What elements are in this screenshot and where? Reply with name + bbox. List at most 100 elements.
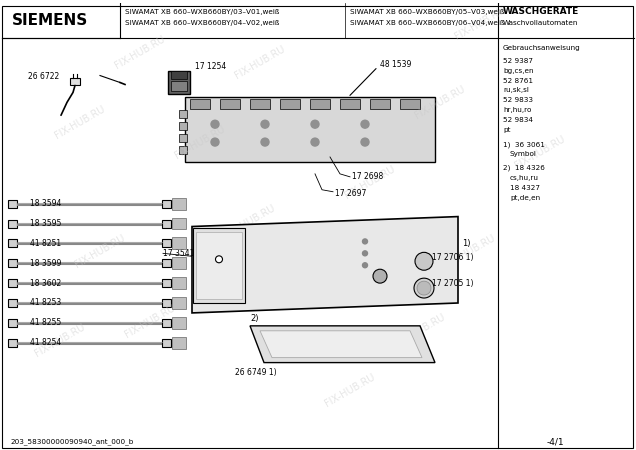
Text: 17 3541 1): 17 3541 1) <box>163 249 205 258</box>
Bar <box>162 220 171 228</box>
Bar <box>172 337 186 349</box>
Text: 17 2698: 17 2698 <box>352 172 384 181</box>
Text: SIWAMAT XB 660–WXB660BY/05–V03,weiß: SIWAMAT XB 660–WXB660BY/05–V03,weiß <box>350 9 504 15</box>
Text: FIX-HUB.RU: FIX-HUB.RU <box>443 233 497 270</box>
Bar <box>179 110 187 118</box>
Bar <box>8 220 17 228</box>
Circle shape <box>363 239 368 244</box>
Bar <box>179 122 187 130</box>
Circle shape <box>417 281 431 295</box>
Text: FIX-HUB.RU: FIX-HUB.RU <box>113 34 167 71</box>
Text: Symbol: Symbol <box>510 151 537 157</box>
Bar <box>185 97 435 162</box>
Bar <box>179 146 187 154</box>
Text: 203_58300000090940_ant_000_b: 203_58300000090940_ant_000_b <box>10 439 134 446</box>
Bar <box>8 239 17 248</box>
Text: FIX-HUB.RU: FIX-HUB.RU <box>413 84 467 121</box>
Polygon shape <box>260 331 422 358</box>
Text: FIX-HUB.RU: FIX-HUB.RU <box>53 104 107 141</box>
Bar <box>162 279 171 287</box>
Bar <box>8 279 17 287</box>
Circle shape <box>216 256 223 263</box>
Text: 18 3595: 18 3595 <box>30 219 62 228</box>
Text: 1)  36 3061: 1) 36 3061 <box>503 141 545 148</box>
Bar <box>172 217 186 230</box>
Bar <box>425 234 443 247</box>
Circle shape <box>261 120 269 128</box>
Text: 18 3602: 18 3602 <box>30 279 61 288</box>
Bar <box>162 239 171 248</box>
Text: 17 2697: 17 2697 <box>335 189 366 198</box>
Circle shape <box>415 252 433 270</box>
Bar <box>162 200 171 207</box>
Text: 52 8761: 52 8761 <box>503 77 533 84</box>
Text: 52 9834: 52 9834 <box>503 117 533 123</box>
Bar <box>172 277 186 289</box>
Text: 26 6722: 26 6722 <box>28 72 59 81</box>
Text: 52 9387: 52 9387 <box>503 58 533 63</box>
Text: 41 8254: 41 8254 <box>30 338 61 347</box>
Text: 18 4327: 18 4327 <box>510 185 540 191</box>
Bar <box>171 81 187 91</box>
Text: FIX-HUB.RU: FIX-HUB.RU <box>453 4 507 41</box>
Text: FIX-HUB.RU: FIX-HUB.RU <box>173 124 227 161</box>
Bar <box>8 259 17 267</box>
Bar <box>172 297 186 309</box>
Text: SIWAMAT XB 660–WXB660BY/03–V01,weiß: SIWAMAT XB 660–WXB660BY/03–V01,weiß <box>125 9 279 15</box>
Circle shape <box>361 138 369 146</box>
Circle shape <box>361 120 369 128</box>
Text: 1): 1) <box>462 239 471 248</box>
Text: FIX-HUB.RU: FIX-HUB.RU <box>223 203 277 240</box>
Bar <box>171 71 187 78</box>
Bar <box>162 319 171 327</box>
Text: ru,sk,sl: ru,sk,sl <box>503 87 529 94</box>
Text: FIX-HUB.RU: FIX-HUB.RU <box>233 44 287 81</box>
Text: FIX-HUB.RU: FIX-HUB.RU <box>273 273 327 310</box>
Text: 41 8255: 41 8255 <box>30 318 61 327</box>
Text: cs,hu,ru: cs,hu,ru <box>510 175 539 181</box>
Text: -4/1: -4/1 <box>546 437 563 446</box>
Circle shape <box>261 138 269 146</box>
Text: FIX-HUB.RU: FIX-HUB.RU <box>123 302 177 339</box>
Bar <box>8 339 17 347</box>
Text: pt: pt <box>503 127 511 133</box>
Text: WASCHGERÄTE: WASCHGERÄTE <box>503 8 579 17</box>
Text: 41 8251: 41 8251 <box>30 239 61 248</box>
Circle shape <box>414 278 434 298</box>
Bar <box>8 200 17 207</box>
Bar <box>400 99 420 109</box>
Circle shape <box>211 120 219 128</box>
Bar <box>196 233 242 299</box>
Bar <box>193 229 245 303</box>
Text: 18 3594: 18 3594 <box>30 199 62 208</box>
Circle shape <box>311 120 319 128</box>
Bar <box>172 317 186 329</box>
Text: 18 3599: 18 3599 <box>30 259 62 268</box>
Bar <box>8 299 17 307</box>
Bar <box>179 134 187 142</box>
Bar <box>340 99 360 109</box>
Text: 48 1539: 48 1539 <box>380 60 411 69</box>
Text: FIX-HUB.RU: FIX-HUB.RU <box>393 312 447 349</box>
Text: 2): 2) <box>250 315 258 324</box>
Bar <box>172 198 186 210</box>
Text: 2)  18 4326: 2) 18 4326 <box>503 165 545 171</box>
Text: FIX-HUB.RU: FIX-HUB.RU <box>33 322 87 359</box>
Text: 41 8253: 41 8253 <box>30 298 61 307</box>
Bar <box>172 257 186 269</box>
Circle shape <box>373 269 387 283</box>
Bar <box>190 99 210 109</box>
Text: FIX-HUB.RU: FIX-HUB.RU <box>513 134 567 171</box>
Bar <box>162 339 171 347</box>
Bar <box>168 71 190 94</box>
Bar <box>8 319 17 327</box>
Text: pt,de,en: pt,de,en <box>510 195 540 201</box>
Polygon shape <box>250 326 435 363</box>
Text: Waschvollautomaten: Waschvollautomaten <box>503 20 578 26</box>
Text: 17 2706 1): 17 2706 1) <box>432 253 473 262</box>
Circle shape <box>311 138 319 146</box>
Text: bg,cs,en: bg,cs,en <box>503 68 534 74</box>
Text: FIX-HUB.RU: FIX-HUB.RU <box>343 163 397 200</box>
Polygon shape <box>192 216 458 313</box>
Bar <box>172 238 186 249</box>
